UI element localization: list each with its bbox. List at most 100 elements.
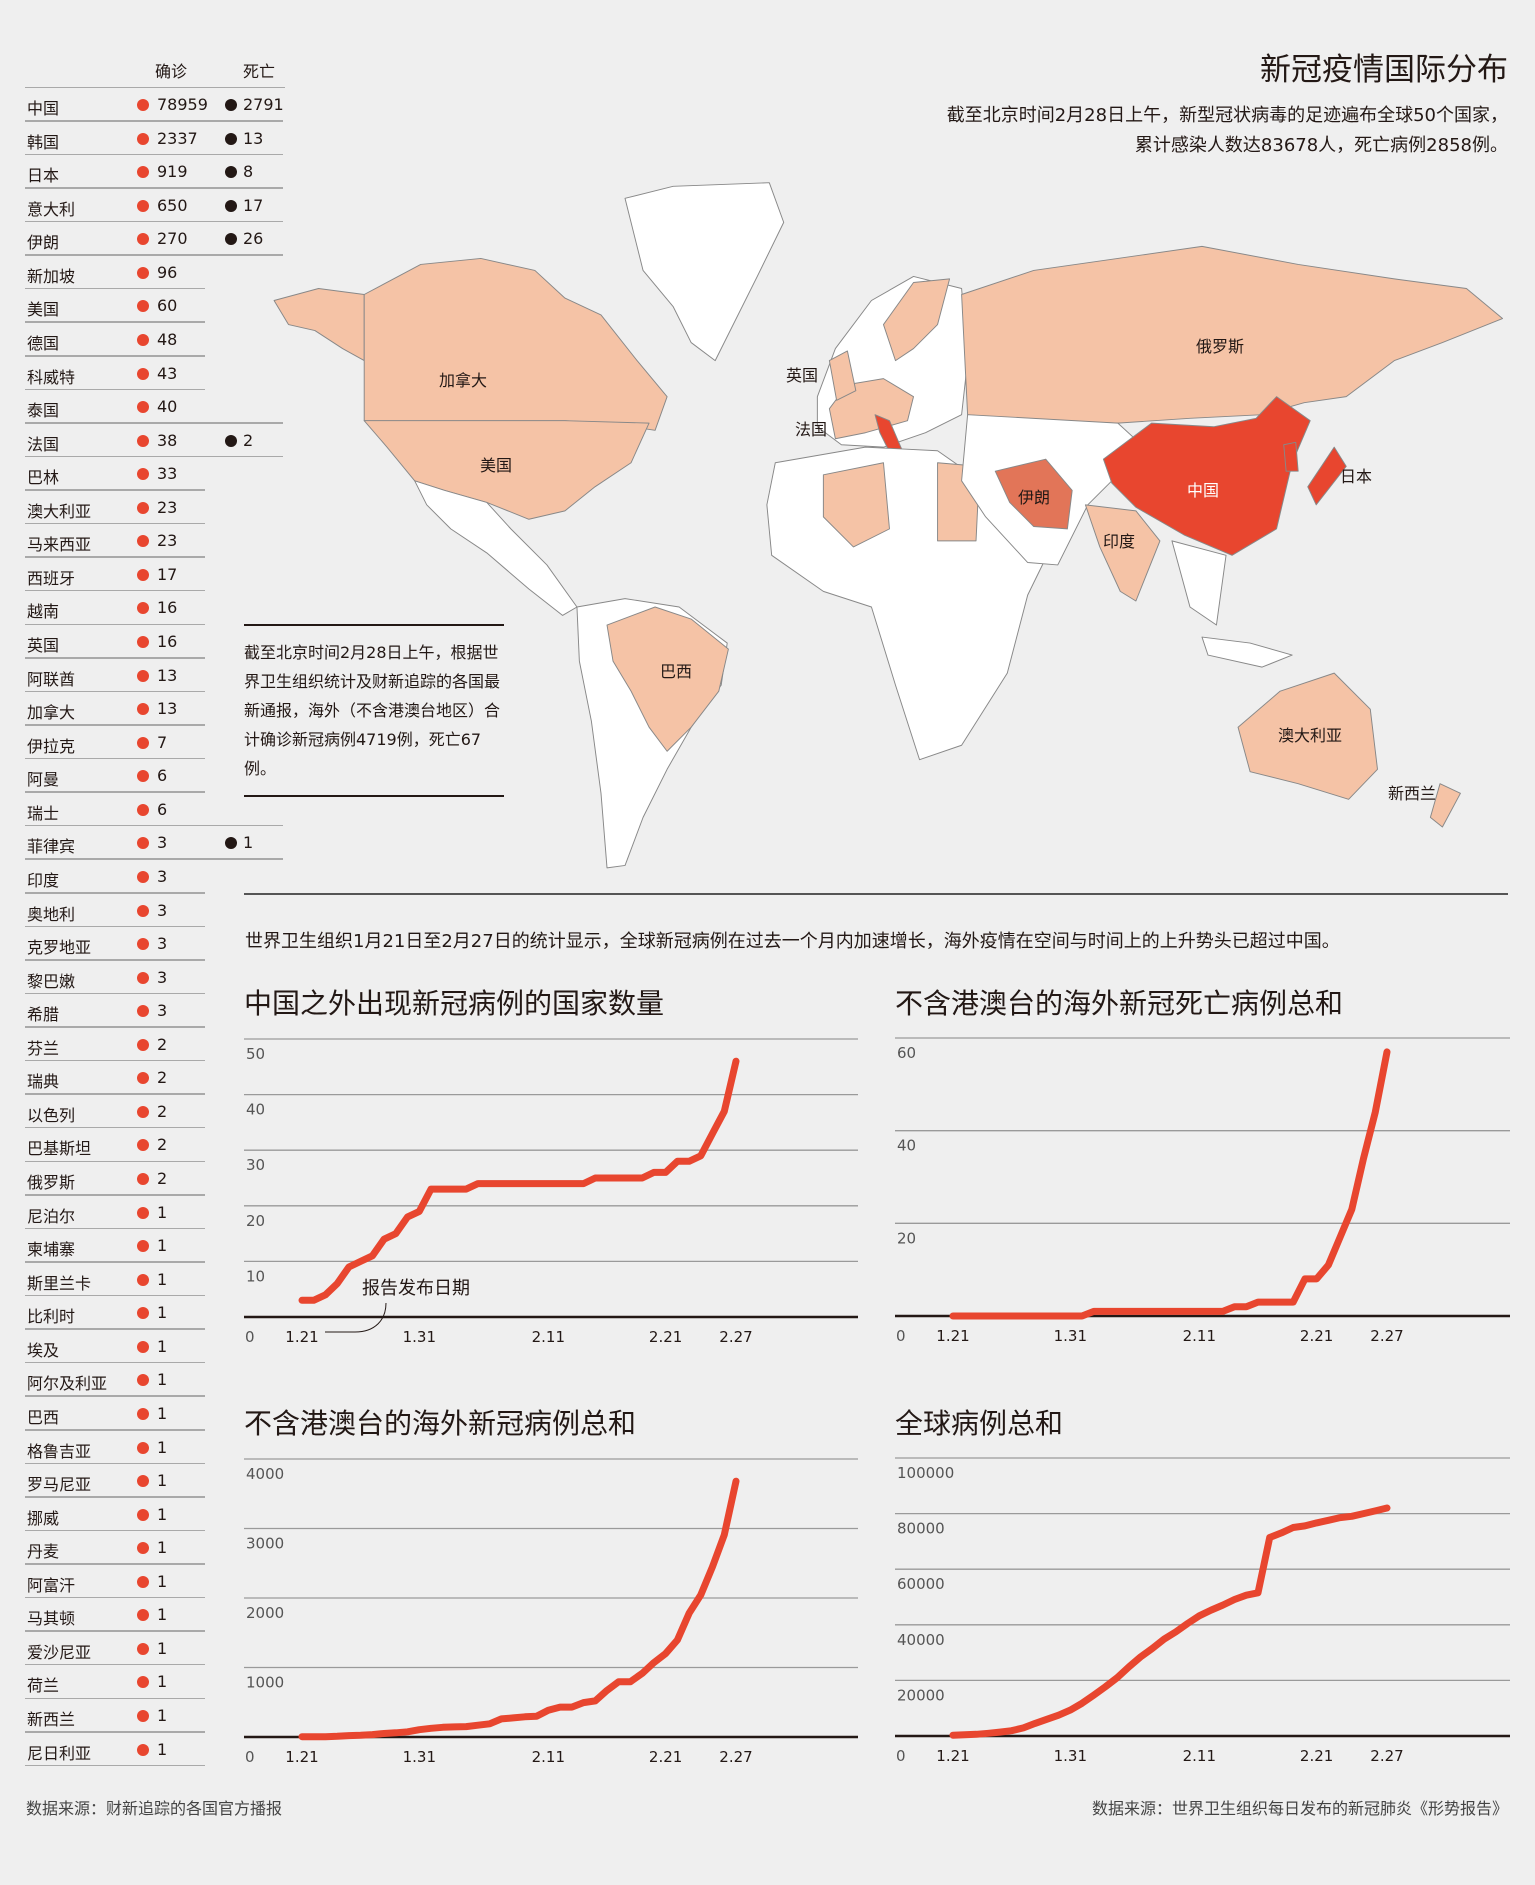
confirmed-count: 1 (157, 1269, 168, 1289)
table-row: 加拿大 13 (25, 692, 285, 726)
confirmed-dot-icon (137, 1676, 149, 1689)
confirmed-count: 7 (157, 732, 168, 752)
data-line (298, 1057, 740, 1304)
map-label: 加拿大 (438, 371, 488, 390)
confirmed-dot-icon (137, 1038, 149, 1051)
row-divider (25, 120, 283, 122)
row-divider (25, 522, 205, 525)
y-tick-label: 20 (897, 1229, 916, 1247)
row-divider (25, 254, 283, 256)
table-row: 柬埔寨 1 (25, 1229, 285, 1263)
annotation-leader (325, 1302, 387, 1333)
confirmed-dot-icon (137, 233, 149, 246)
confirmed-dot-icon (137, 837, 149, 850)
row-divider (25, 153, 283, 156)
chart-4-title: 全球病例总和 (895, 1407, 1064, 1440)
row-divider (25, 1395, 205, 1397)
y-tick-label: 1000 (246, 1674, 284, 1692)
y-tick-label: 20 (246, 1212, 265, 1230)
confirmed-count: 270 (157, 229, 188, 249)
country-name: 阿富汗 (27, 1575, 76, 1595)
col-deaths: 死亡 (243, 62, 276, 81)
table-row: 以色列 2 (25, 1095, 285, 1129)
x-tick-label: 1.31 (1054, 1747, 1087, 1765)
x-tick-label: 1.31 (403, 1328, 436, 1346)
table-row: 芬兰 2 (25, 1028, 285, 1062)
table-row: 阿尔及利亚 1 (25, 1363, 285, 1397)
table-row: 美国 60 (25, 289, 285, 323)
confirmed-dot-icon (137, 367, 149, 380)
confirmed-dot-icon (137, 1072, 149, 1085)
data-line (298, 1477, 740, 1741)
row-divider (25, 489, 205, 491)
confirmed-count: 1 (157, 1605, 168, 1625)
footer-source-left: 数据来源：财新追踪的各国官方播报 (26, 1799, 283, 1818)
table-row: 尼日利亚 1 (25, 1733, 285, 1767)
row-divider (25, 1059, 205, 1062)
table-row: 伊拉克 7 (25, 726, 285, 760)
confirmed-dot-icon (137, 199, 149, 212)
row-divider (25, 657, 205, 659)
confirmed-dot-icon (137, 99, 149, 111)
confirmed-dot-icon (137, 736, 149, 749)
page-title: 新冠疫情国际分布 (1260, 52, 1508, 88)
x-tick-label: 1.21 (285, 1328, 318, 1346)
confirmed-dot-icon (137, 468, 149, 481)
map-label: 巴西 (659, 662, 693, 681)
confirmed-count: 6 (157, 766, 168, 786)
confirmed-dot-icon (137, 904, 149, 917)
confirmed-dot-icon (137, 1206, 149, 1219)
country-name: 科威特 (27, 367, 76, 387)
map-label: 日本 (1339, 467, 1373, 486)
table-row: 伊朗 270 26 (25, 222, 285, 256)
row-divider (25, 1697, 205, 1699)
country-name: 黎巴嫩 (27, 971, 76, 991)
zero-label: 0 (896, 1327, 906, 1345)
zero-label: 0 (896, 1747, 906, 1765)
country-name: 格鲁吉亚 (27, 1441, 92, 1461)
confirmed-count: 3 (157, 967, 168, 987)
data-line (949, 1504, 1391, 1739)
row-divider (25, 321, 205, 323)
confirmed-dot-icon (137, 636, 149, 648)
table-row: 巴基斯坦 2 (25, 1128, 285, 1162)
country-name: 越南 (27, 602, 60, 622)
deaths-dot-icon (225, 199, 237, 212)
country-name: 希腊 (27, 1005, 60, 1025)
row-divider (25, 992, 205, 995)
country-name: 克罗地亚 (27, 938, 92, 958)
confirmed-count: 17 (157, 564, 178, 584)
table-row: 荷兰 1 (25, 1665, 285, 1699)
table-row: 克罗地亚 3 (25, 927, 285, 961)
country-name: 中国 (27, 99, 60, 118)
row-divider (25, 1126, 205, 1129)
x-tick-label: 1.21 (936, 1747, 969, 1765)
country-name: 伊朗 (27, 233, 60, 253)
country-name: 巴西 (27, 1407, 60, 1427)
confirmed-dot-icon (137, 1005, 149, 1018)
confirmed-count: 1 (157, 1739, 168, 1759)
confirmed-count: 2 (157, 1169, 168, 1188)
subtitle-line-2: 累计感染人数达83678人，死亡病例2858例。 (1134, 135, 1508, 156)
table-header: 确诊 死亡 (25, 52, 285, 88)
confirmed-dot-icon (137, 971, 149, 984)
confirmed-count: 16 (157, 598, 178, 618)
confirmed-dot-icon (137, 1710, 149, 1722)
table-row: 西班牙 17 (25, 558, 285, 592)
country-name: 新加坡 (27, 266, 76, 286)
country-name: 巴基斯坦 (27, 1139, 92, 1159)
table-row: 马来西亚 23 (25, 524, 285, 558)
x-tick-label: 2.21 (1300, 1327, 1333, 1345)
deaths-dot-icon (225, 434, 237, 447)
y-tick-label: 30 (246, 1156, 265, 1174)
table-row: 罗马尼亚 1 (25, 1464, 285, 1498)
table-row: 澳大利亚 23 (25, 491, 285, 525)
table-row: 奥地利 3 (25, 894, 285, 928)
confirmed-dot-icon (137, 1105, 149, 1118)
table-row: 埃及 1 (25, 1330, 285, 1364)
map-label: 新西兰 (1387, 784, 1437, 803)
chart-3-title: 不含港澳台的海外新冠病例总和 (244, 1407, 637, 1440)
row-divider (25, 1529, 205, 1532)
table-row: 英国 16 (25, 625, 285, 659)
deaths-count: 13 (243, 128, 264, 148)
